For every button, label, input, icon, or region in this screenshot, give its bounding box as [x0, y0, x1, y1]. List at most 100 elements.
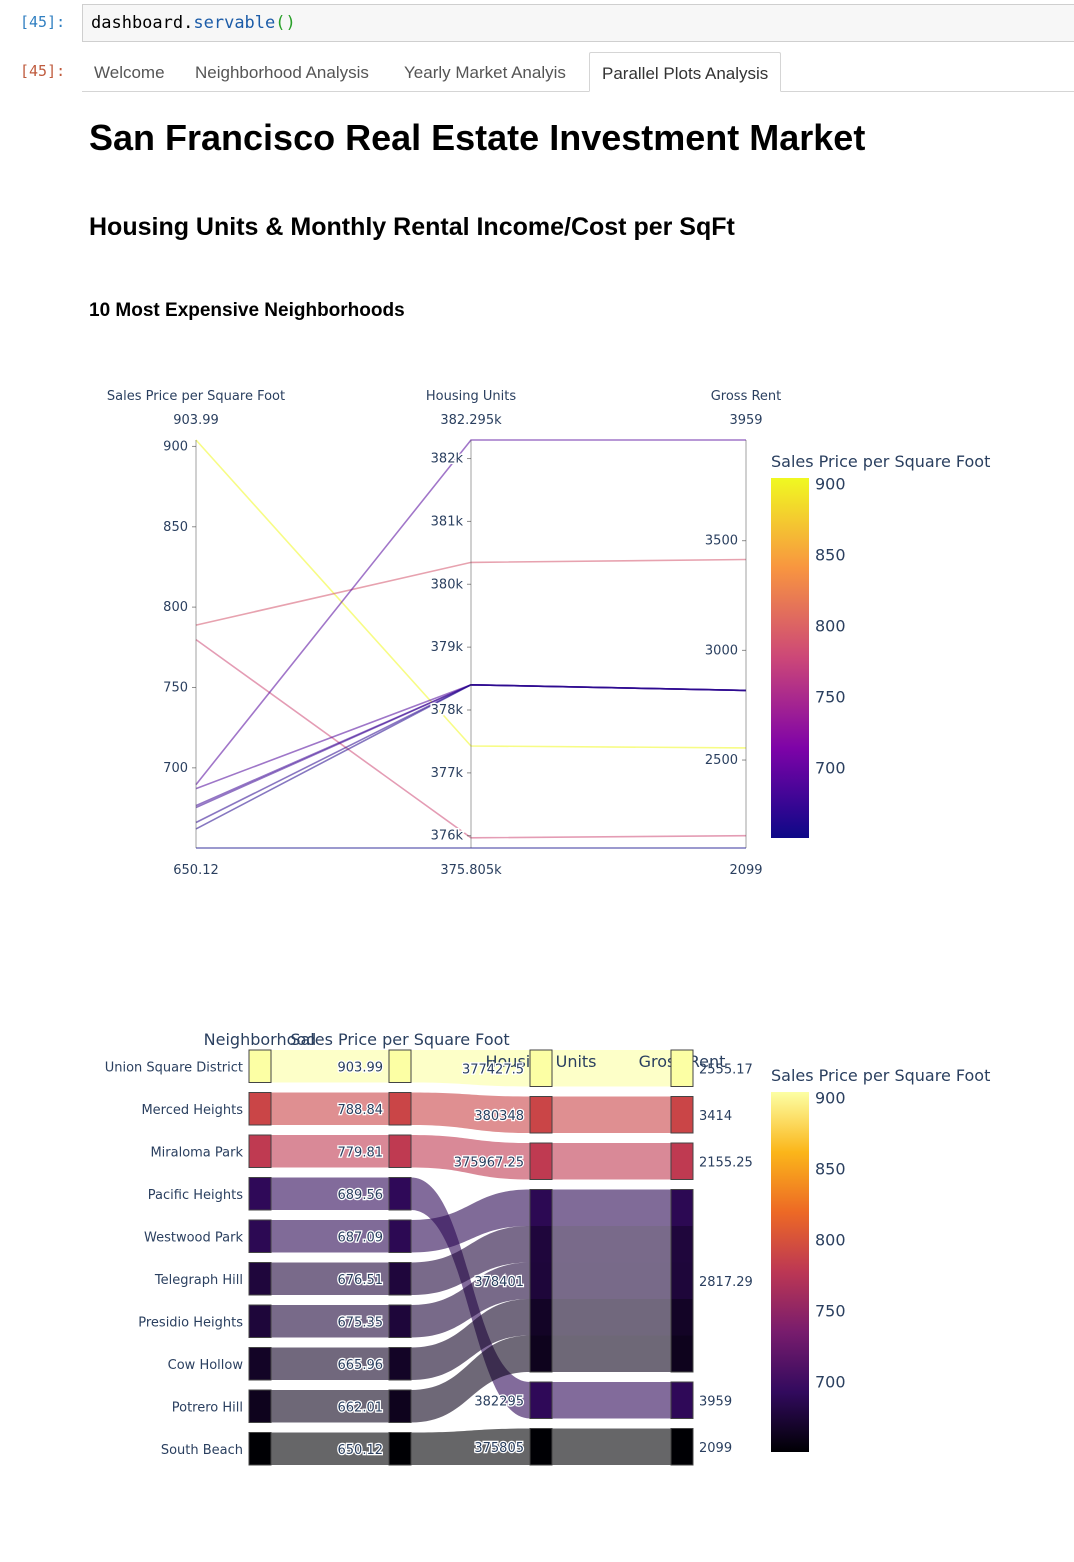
pcat-category-box [248, 1219, 272, 1253]
pc-range-min: 650.12 [173, 863, 219, 878]
pcat-category-segment [389, 1220, 411, 1253]
pcat-category-label: 676.51 [338, 1273, 384, 1288]
pcat-category-label: Merced Heights [141, 1103, 243, 1118]
pcat-ribbons [271, 1050, 671, 1465]
pcat-ribbon [271, 1262, 389, 1295]
code-cell[interactable]: dashboard.servable() [82, 4, 1074, 42]
pc-tick-label: 850 [163, 520, 188, 535]
pcat-category-label: 2099 [699, 1441, 732, 1456]
pcat-category-segment [530, 1189, 552, 1226]
pcat-category-box [388, 1177, 412, 1211]
pcat-ribbon [271, 1390, 389, 1423]
pcat-category-segment [389, 1347, 411, 1380]
pcat-dimension-title: Sales Price per Square Foot [290, 1030, 509, 1049]
pc-axis: Gross Rent 3959 2099 2500 3000 3500 [703, 389, 782, 878]
code-object: dashboard [91, 13, 184, 33]
pcat-category-segment [530, 1335, 552, 1372]
pcat-category-label: 662.01 [338, 1400, 384, 1415]
pcat-category-label: 675.35 [338, 1315, 384, 1330]
pc-tick-label: 381k [431, 514, 464, 529]
pc-tick-label: 378k [431, 703, 464, 718]
tab-welcome[interactable]: Welcome [94, 63, 165, 82]
pc-range-max: 382.295k [440, 413, 502, 428]
pcat-colorbar-tick: 850 [815, 1160, 846, 1179]
pcat-category-box [388, 1347, 412, 1381]
pc-tick-label: 377k [431, 766, 464, 781]
input-prompt: [45]: [20, 13, 66, 31]
pcat-dimension: Housing Units377427.5380348375967.253784… [452, 1049, 597, 1466]
tab-neighborhood-analysis[interactable]: Neighborhood Analysis [195, 63, 369, 82]
pcat-category-segment [530, 1050, 552, 1087]
pcat-category-box [248, 1304, 272, 1338]
pcat-colorbar-tick: 750 [815, 1301, 846, 1320]
pc-range-max: 3959 [729, 413, 762, 428]
pcat-category-segment [249, 1305, 271, 1338]
pcat-category-label: 380348 [474, 1109, 524, 1124]
pcat-ribbon [411, 1428, 530, 1465]
pcat-category-box [248, 1347, 272, 1381]
pcat-ribbon [271, 1050, 389, 1083]
pc-colorbar-tick: 900 [815, 475, 846, 494]
pcat-category-segment [530, 1382, 552, 1419]
pcat-ribbon [552, 1226, 671, 1263]
pcat-ribbon [552, 1382, 671, 1419]
pcat-ribbon [271, 1092, 389, 1125]
pcat-ribbon [552, 1335, 671, 1372]
pcat-ribbon [271, 1305, 389, 1338]
pcat-category-segment [249, 1050, 271, 1083]
pcat-category-segment [530, 1262, 552, 1299]
pcat-ribbon [552, 1299, 671, 1336]
pcat-category-segment [671, 1382, 693, 1419]
pcat-category-label: 788.84 [338, 1103, 384, 1118]
pcat-category-segment [671, 1189, 693, 1226]
sub-title: 10 Most Expensive Neighborhoods [89, 300, 405, 321]
pcat-colorbar-tick: 800 [815, 1230, 846, 1249]
pcat-category-label: 377427.5 [462, 1062, 524, 1077]
pcat-dimension: Neighborhood Union Square District Merced … [105, 1030, 317, 1466]
tab-parallel-plots-analysis[interactable]: Parallel Plots Analysis [589, 52, 782, 92]
pc-tick-label: 380k [431, 577, 464, 592]
pc-axis-title: Sales Price per Square Foot [107, 389, 285, 404]
pcat-ribbon [411, 1092, 530, 1133]
pcat-category-box [529, 1096, 553, 1134]
pcat-category-segment [671, 1428, 693, 1465]
pcat-category-segment [249, 1432, 271, 1465]
pc-tick-label: 3500 [705, 534, 738, 549]
code-function: servable [193, 13, 276, 33]
pcat-category-label: 2155.25 [699, 1155, 753, 1170]
pcat-dimension: Sales Price per Square Foot 903.99 788.84 7… [290, 1030, 510, 1466]
output-prompt: [45]: [20, 62, 66, 80]
pcat-category-segment [671, 1050, 693, 1087]
pcat-ribbon [552, 1050, 671, 1087]
pcat-category-label: Presidio Heights [138, 1315, 243, 1330]
pc-colorbar: Sales Price per Square Foot 700 750 800 850 9… [771, 452, 990, 838]
code-parens: () [275, 13, 296, 33]
pcat-category-label: 382295 [474, 1394, 524, 1409]
pc-colorbar-tick: 700 [815, 758, 846, 777]
pcat-dimension-title: Neighborhood [204, 1030, 317, 1049]
pcat-category-label: 375805 [474, 1441, 524, 1456]
pcat-category-box [670, 1428, 694, 1466]
pc-axis-title: Housing Units [426, 389, 516, 404]
pcat-category-segment [530, 1428, 552, 1465]
pcat-category-segment [671, 1335, 693, 1372]
pcat-category-label: 665.96 [338, 1358, 384, 1373]
pc-tick-label: 700 [163, 761, 188, 776]
pcat-category-label: Miraloma Park [150, 1145, 243, 1160]
pcat-category-label: Pacific Heights [148, 1188, 243, 1203]
pcat-category-box [388, 1262, 412, 1296]
pcat-category-box [248, 1432, 272, 1466]
pcat-ribbon [552, 1143, 671, 1180]
pcat-colorbar-tick: 700 [815, 1372, 846, 1391]
pcat-category-segment [389, 1135, 411, 1168]
pc-axis-title: Gross Rent [711, 389, 782, 404]
pcat-category-segment [249, 1262, 271, 1295]
tab-yearly-market-analysis[interactable]: Yearly Market Analyis [404, 63, 566, 82]
pcat-category-box [248, 1049, 272, 1083]
pcat-category-box [248, 1177, 272, 1211]
pcat-category-label: Potrero Hill [172, 1400, 243, 1415]
tab-bar: Welcome Neighborhood Analysis Yearly Mar… [82, 52, 1074, 92]
pcat-category-box [529, 1428, 553, 1466]
pcat-colorbar: Sales Price per Square Foot 700 750 800 850 9… [771, 1066, 990, 1452]
pcat-category-segment [249, 1177, 271, 1210]
